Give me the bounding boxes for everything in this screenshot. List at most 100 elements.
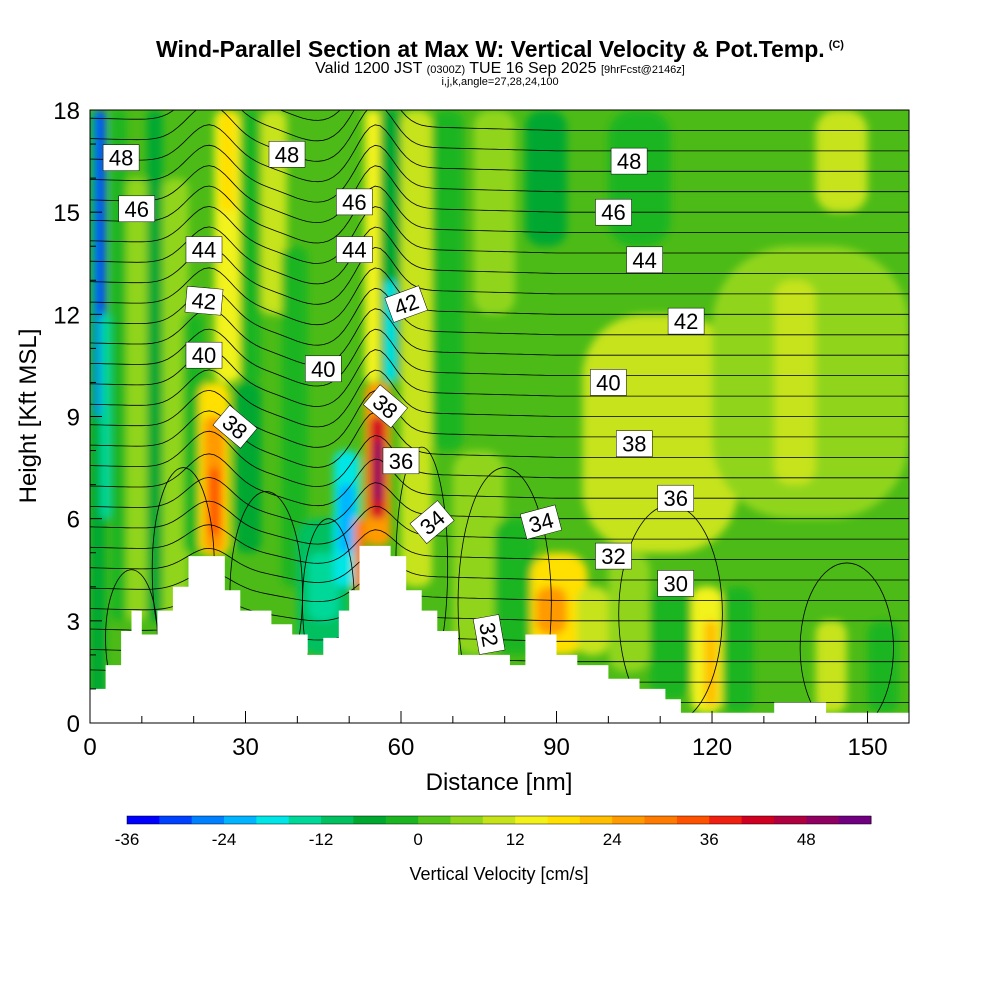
colorbar-swatch: [515, 816, 549, 824]
x-tick-label: 150: [848, 734, 888, 761]
isentrope-label-box: [384, 285, 428, 323]
isentrope-cell: [457, 467, 552, 723]
velocity-cell: [432, 110, 464, 451]
isentrope-label-box: [657, 570, 694, 597]
velocity-cell: [494, 518, 536, 655]
isentrope-label-box: [336, 236, 373, 263]
x-tick-label: 60: [388, 734, 415, 761]
isentrope-label-box: [610, 147, 648, 175]
colorbar-swatch: [547, 816, 581, 824]
isentrope-label-text: 36: [389, 449, 413, 474]
isentrope-line: [90, 185, 909, 244]
isentrope-label: 32: [472, 614, 506, 655]
isentrope-label: 42: [184, 285, 224, 316]
velocity-cell: [338, 484, 355, 553]
isentrope-label: 48: [268, 141, 306, 168]
isentrope-label-text: 44: [632, 248, 656, 273]
velocity-cell: [774, 280, 816, 485]
isentrope-label-box: [616, 430, 653, 457]
isentrope-label: 48: [610, 147, 648, 175]
colorbar-swatch: [676, 816, 710, 824]
isentrope-line: [90, 144, 909, 203]
colorbar-swatch: [612, 816, 646, 824]
isentrope-label-text: 40: [311, 357, 335, 382]
colorbar-tick-label: -12: [309, 830, 334, 849]
isentrope-line: [90, 547, 909, 583]
velocity-cell: [815, 620, 847, 713]
colorbar-frame: [126, 815, 872, 825]
isentrope-label-text: 48: [109, 146, 133, 171]
isentrope-label-box: [409, 500, 455, 544]
colorbar-tick-label: -24: [212, 830, 237, 849]
y-axis: 0 3 6 9 12 15 18: [53, 98, 102, 738]
isentrope-label-text: 46: [601, 200, 625, 225]
isentrope-line: [90, 389, 909, 448]
velocity-cell: [307, 552, 339, 621]
colorbar-swatch: [579, 816, 613, 824]
isentrope-label: 46: [118, 195, 155, 223]
velocity-cell: [110, 110, 127, 621]
isentrope-label: 34: [519, 504, 563, 540]
colorbar-swatch: [127, 816, 160, 824]
isentrope-label-text: 36: [663, 486, 687, 511]
isentrope-label: 46: [336, 188, 373, 216]
chart-params: i,j,k,angle=27,28,24,100: [441, 76, 559, 88]
isentrope-label-box: [102, 144, 140, 171]
isentrope-line: [90, 453, 909, 507]
velocity-cell: [815, 110, 868, 213]
isentrope-line: [90, 476, 909, 526]
colorbar-swatch: [159, 816, 193, 824]
isentrope-label-box: [363, 384, 408, 429]
isentrope-label-box: [595, 198, 632, 226]
isentrope-line: [90, 308, 909, 367]
isentrope-label-text: 44: [192, 238, 216, 263]
isentrope-line: [90, 226, 909, 285]
x-tick-label: 30: [232, 734, 259, 761]
colorbar-tick-label: 12: [506, 830, 525, 849]
isentrope-label: 32: [595, 542, 632, 570]
colorbar-swatch: [773, 816, 807, 824]
velocity-cell: [126, 178, 148, 621]
isentrope-label-text: 32: [601, 544, 625, 569]
isentrope-label-text: 32: [474, 620, 503, 648]
isentrope-label: 44: [185, 236, 223, 263]
isentrope-line: [90, 571, 909, 603]
colorbar-swatch: [741, 816, 775, 824]
isentrope-line: [90, 369, 909, 428]
x-tick-label: 120: [692, 734, 732, 761]
y-tick-label: 6: [67, 507, 80, 534]
isentrope-line: [90, 110, 909, 142]
isentrope-label: 44: [336, 236, 373, 263]
isentrope-label-box: [626, 246, 663, 274]
isentrope-cell: [799, 562, 894, 723]
isentrope-label: 36: [382, 447, 420, 475]
colorbar-tick-label: -36: [115, 830, 140, 849]
isentrope-label-box: [305, 355, 342, 383]
velocity-cell: [162, 178, 189, 621]
velocity-cell: [704, 620, 718, 706]
colorbar-swatch: [806, 816, 840, 824]
isentrope-label-box: [268, 141, 306, 168]
isentrope-label-text: 48: [275, 142, 299, 167]
isentrope-label-box: [472, 614, 506, 655]
colorbar-swatch: [709, 816, 743, 824]
colorbar-swatch: [418, 816, 451, 824]
isentrope-label-box: [185, 236, 223, 263]
x-tick-label: 0: [83, 734, 96, 761]
colorbar-tick-label: 0: [413, 830, 422, 849]
colorbar-swatch: [353, 816, 387, 824]
isentrope-label: 42: [667, 307, 705, 335]
isentrope-label: 40: [590, 369, 627, 396]
velocity-cell: [608, 552, 650, 672]
isentrope-label-text: 40: [192, 343, 216, 368]
isentrope-line: [90, 246, 909, 305]
isentrope-label-text: 42: [191, 288, 218, 315]
colorbar-tick-label: 48: [797, 830, 816, 849]
isentrope-label: 38: [616, 430, 653, 457]
colorbar-label: Vertical Velocity [cm/s]: [409, 864, 588, 884]
isentrope-label: 42: [384, 285, 428, 323]
y-tick-label: 15: [53, 200, 80, 227]
y-tick-label: 0: [67, 711, 80, 738]
velocity-cell: [722, 586, 754, 713]
